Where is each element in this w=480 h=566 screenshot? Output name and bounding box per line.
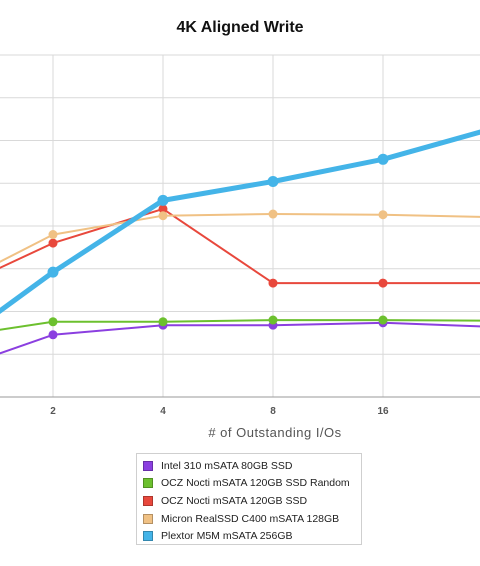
legend-label: OCZ Nocti mSATA 120GB SSD Random <box>161 477 350 490</box>
legend-swatch <box>143 478 153 489</box>
legend-item: OCZ Nocti mSATA 120GB SSD Random <box>143 475 361 493</box>
data-point <box>377 153 389 165</box>
data-point <box>48 317 58 327</box>
data-point <box>267 176 279 188</box>
x-tick-label: 8 <box>270 406 276 417</box>
data-point <box>268 315 278 325</box>
legend-label: Micron RealSSD C400 mSATA 128GB <box>161 512 340 525</box>
legend-item: Micron RealSSD C400 mSATA 128GB <box>143 510 361 528</box>
x-tick-label: 4 <box>160 406 166 417</box>
legend-item: Plextor M5M mSATA 256GB <box>143 527 361 545</box>
data-point <box>48 238 58 248</box>
x-tick-label: 16 <box>377 406 389 417</box>
legend-swatch <box>143 531 153 542</box>
data-point <box>378 210 388 220</box>
x-tick-label: 2 <box>50 406 56 417</box>
data-point <box>378 278 388 288</box>
data-point <box>48 330 58 340</box>
data-point <box>48 230 58 240</box>
series-line <box>0 207 480 285</box>
data-point <box>158 211 168 221</box>
series-line <box>0 129 480 314</box>
series-line <box>0 321 480 355</box>
series-line <box>0 213 480 263</box>
data-point <box>268 278 278 288</box>
legend-label: OCZ Nocti mSATA 120GB SSD <box>161 494 308 507</box>
data-point <box>378 315 388 325</box>
data-point <box>157 194 169 206</box>
series-line <box>0 319 480 331</box>
legend-label: Intel 310 mSATA 80GB SSD <box>161 459 293 472</box>
data-point <box>158 204 168 214</box>
x-axis-label: # of Outstanding I/Os <box>208 425 341 440</box>
chart-title: 4K Aligned Write <box>176 19 304 36</box>
legend-swatch <box>143 460 153 471</box>
data-point <box>47 266 59 278</box>
grid <box>0 54 480 398</box>
legend-swatch <box>143 513 153 524</box>
data-point <box>158 317 168 327</box>
legend-item: Intel 310 mSATA 80GB SSD <box>143 457 361 475</box>
x-tick-labels: 2 4 8 16 <box>50 406 389 417</box>
series-group <box>0 129 480 355</box>
data-point <box>268 209 278 219</box>
legend-swatch <box>143 495 153 506</box>
legend: Intel 310 mSATA 80GB SSD OCZ Nocti mSATA … <box>136 453 362 545</box>
legend-label: Plextor M5M mSATA 256GB <box>161 530 293 543</box>
legend-item: OCZ Nocti mSATA 120GB SSD <box>143 492 361 510</box>
